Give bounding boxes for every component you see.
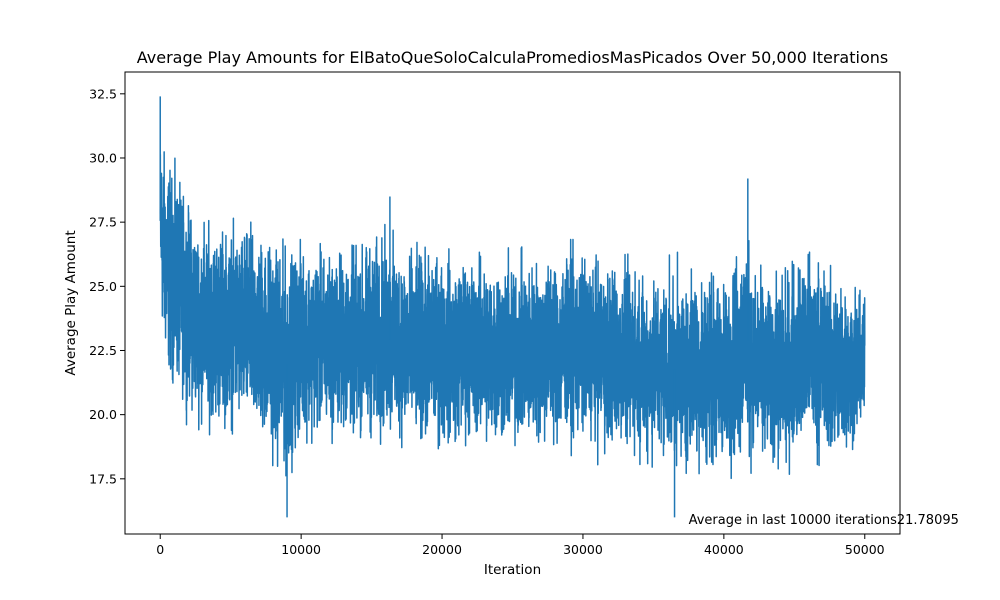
y-tick-label: 32.5	[89, 86, 117, 101]
x-tick-label: 20000	[422, 542, 462, 557]
x-axis: 0 10000 20000 30000 40000 50000	[156, 534, 885, 557]
y-axis-label: Average Play Amount	[63, 230, 79, 375]
y-tick-label: 22.5	[89, 343, 117, 358]
chart-title: Average Play Amounts for ElBatoQueSoloCa…	[137, 48, 888, 67]
x-tick-label: 40000	[704, 542, 744, 557]
y-tick-label: 25.0	[89, 279, 117, 294]
chart-annotation: Average in last 10000 iterations21.78095	[689, 513, 959, 528]
y-tick-label: 30.0	[89, 150, 117, 165]
x-tick-label: 30000	[563, 542, 603, 557]
y-axis: 17.5 20.0 22.5 25.0 27.5 30.0 32.5	[89, 86, 125, 486]
y-tick-label: 20.0	[89, 407, 117, 422]
x-tick-label: 10000	[281, 542, 321, 557]
y-tick-label: 27.5	[89, 215, 117, 230]
x-tick-label: 50000	[845, 542, 885, 557]
series-layer	[159, 96, 866, 518]
x-axis-label: Iteration	[484, 562, 541, 578]
plot-frame	[124, 71, 901, 535]
x-tick-label: 0	[156, 542, 164, 557]
y-tick-label: 17.5	[89, 471, 117, 486]
